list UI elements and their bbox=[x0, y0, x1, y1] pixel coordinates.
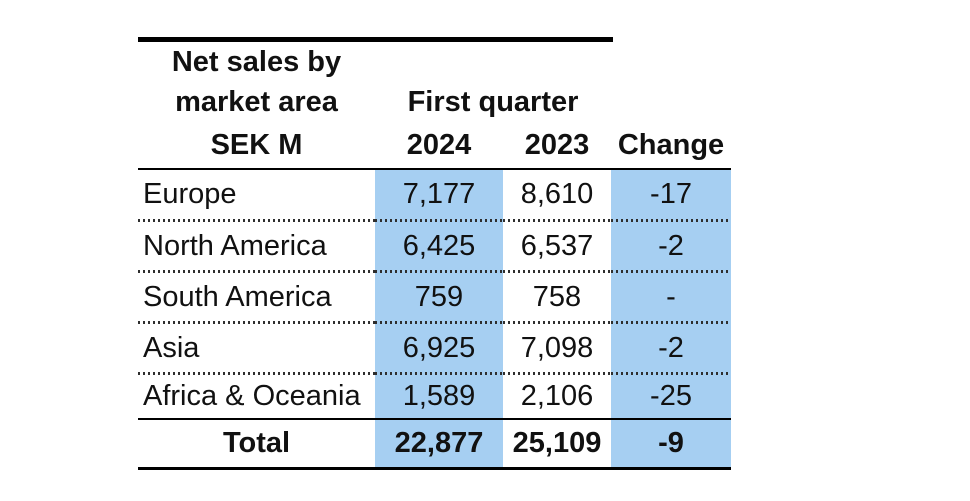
dotted-separator bbox=[138, 372, 731, 375]
row-label: North America bbox=[143, 229, 327, 262]
table-row-europe: Europe 7,177 8,610 -17 bbox=[138, 170, 731, 219]
header-separator-line bbox=[138, 168, 731, 170]
total-separator-line bbox=[138, 418, 731, 420]
row-label: South America bbox=[143, 280, 332, 313]
value-2023: 7,098 bbox=[520, 331, 594, 364]
total-2024: 22,877 bbox=[375, 420, 503, 467]
total-2023: 25,109 bbox=[512, 427, 602, 459]
dotted-separator bbox=[138, 270, 731, 273]
value-change: -17 bbox=[611, 170, 731, 219]
value-2024: 7,177 bbox=[375, 170, 503, 219]
table-title-row-2: market area First quarter bbox=[138, 82, 731, 122]
table-row-total: Total 22,877 25,109 -9 bbox=[138, 420, 731, 467]
table-row-africa-oceania: Africa & Oceania 1,589 2,106 -25 bbox=[138, 375, 731, 418]
value-2023: 8,610 bbox=[520, 178, 594, 210]
table-bottom-border bbox=[138, 467, 731, 470]
row-label: Europe bbox=[143, 178, 237, 210]
value-2023: 758 bbox=[532, 280, 582, 313]
group-header-first-quarter: First quarter bbox=[407, 85, 579, 118]
value-change: -2 bbox=[611, 222, 731, 270]
table-row-north-america: North America 6,425 6,537 -2 bbox=[138, 222, 731, 270]
value-2024: 6,425 bbox=[375, 222, 503, 270]
row-label: Asia bbox=[143, 331, 200, 364]
value-2024: 759 bbox=[375, 273, 503, 321]
table-title-row-1: Net sales by bbox=[138, 42, 731, 82]
row-label: Africa & Oceania bbox=[143, 380, 361, 412]
value-change: -2 bbox=[611, 324, 731, 372]
value-2024: 1,589 bbox=[375, 375, 503, 418]
table-title-line1: Net sales by bbox=[171, 45, 342, 78]
total-change: -9 bbox=[611, 420, 731, 467]
column-header-2023: 2023 bbox=[524, 128, 590, 161]
table-top-border bbox=[138, 37, 613, 42]
net-sales-table: Net sales by market area First quarter S… bbox=[138, 37, 731, 470]
dotted-separator bbox=[138, 219, 731, 222]
value-2023: 2,106 bbox=[520, 380, 594, 412]
dotted-separator bbox=[138, 321, 731, 324]
column-header-change: Change bbox=[617, 128, 725, 161]
value-change: - bbox=[611, 273, 731, 321]
column-header-unit: SEK M bbox=[210, 128, 303, 161]
value-change: -25 bbox=[611, 375, 731, 418]
value-2024: 6,925 bbox=[375, 324, 503, 372]
table-row-asia: Asia 6,925 7,098 -2 bbox=[138, 324, 731, 372]
value-2023: 6,537 bbox=[520, 229, 594, 262]
table-title-line2: market area bbox=[175, 85, 338, 118]
total-label: Total bbox=[222, 427, 291, 459]
table-row-south-america: South America 759 758 - bbox=[138, 273, 731, 321]
column-header-2024: 2024 bbox=[406, 128, 472, 161]
column-header-row: SEK M 2024 2023 Change bbox=[138, 122, 731, 168]
